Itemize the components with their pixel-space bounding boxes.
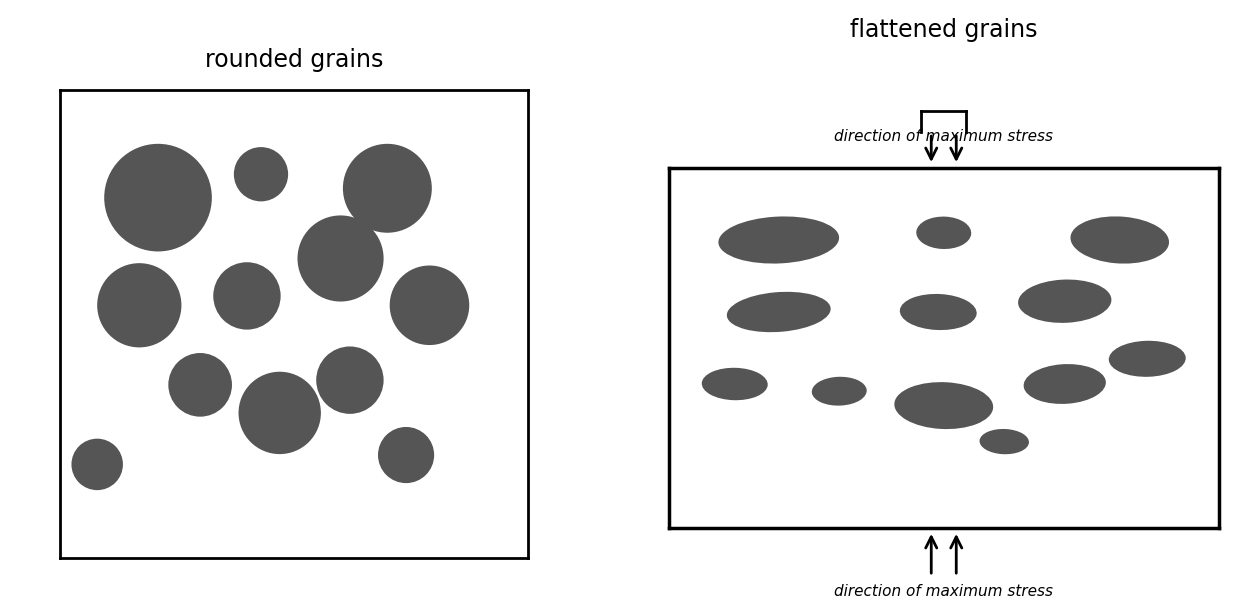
Circle shape <box>390 265 469 345</box>
Circle shape <box>71 439 122 490</box>
Ellipse shape <box>811 377 866 406</box>
Text: flattened grains: flattened grains <box>850 18 1038 42</box>
Circle shape <box>316 346 384 414</box>
Ellipse shape <box>726 292 831 332</box>
Text: direction of maximum stress: direction of maximum stress <box>834 129 1054 144</box>
Ellipse shape <box>1017 280 1111 323</box>
Circle shape <box>378 427 434 483</box>
Ellipse shape <box>916 217 971 249</box>
Circle shape <box>104 144 211 251</box>
Ellipse shape <box>719 217 839 263</box>
Text: direction of maximum stress: direction of maximum stress <box>834 583 1054 599</box>
Ellipse shape <box>1070 217 1169 263</box>
Ellipse shape <box>900 294 976 330</box>
Circle shape <box>98 263 181 347</box>
Ellipse shape <box>701 368 768 400</box>
Ellipse shape <box>1024 364 1106 404</box>
Ellipse shape <box>1109 341 1186 377</box>
Circle shape <box>214 262 281 329</box>
Ellipse shape <box>980 429 1029 454</box>
Ellipse shape <box>894 382 994 429</box>
Circle shape <box>239 372 321 454</box>
Circle shape <box>234 147 289 202</box>
Circle shape <box>298 215 384 302</box>
Circle shape <box>169 353 232 416</box>
Text: rounded grains: rounded grains <box>205 48 382 72</box>
Circle shape <box>342 144 431 233</box>
